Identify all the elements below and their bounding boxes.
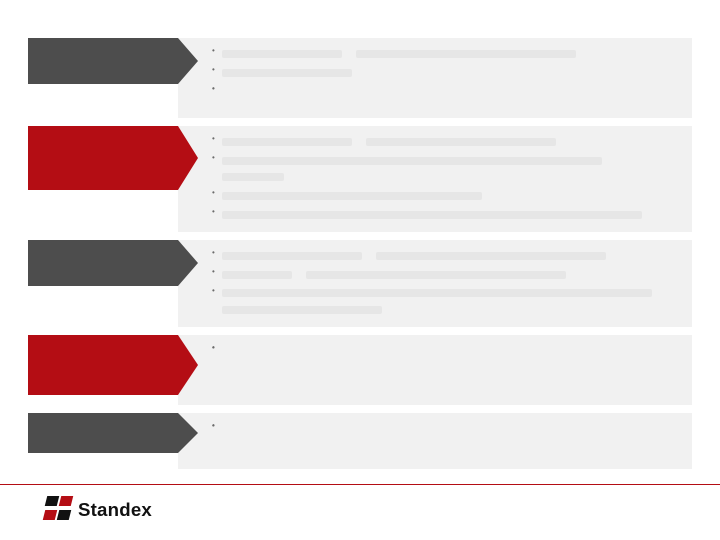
arrow-label [28,126,178,190]
standex-logo-text: Standex [78,499,152,521]
placeholder-text [222,211,642,219]
logo-block [57,510,71,520]
footer: Standex [0,484,720,540]
placeholder-text [222,252,362,260]
arrow-cell [28,413,178,469]
slide: Standex [0,0,720,540]
content-cell [178,126,692,232]
placeholder-text [222,306,382,314]
placeholder-text [222,50,342,58]
diagram-row [28,38,692,118]
list-item [212,267,678,284]
content-cell [178,240,692,327]
arrow-label [28,240,178,286]
placeholder-text [222,138,352,146]
logo-block [45,496,59,506]
arrow-label [28,38,178,84]
list-item [212,46,678,63]
placeholder-text [222,173,284,181]
arrow-cell [28,240,178,327]
arrow-cell [28,38,178,118]
diagram-row [28,240,692,327]
content-cell [178,38,692,118]
placeholder-text [222,69,352,77]
placeholder-text [306,271,566,279]
list-item [212,286,678,320]
bullet-list [212,46,678,82]
content-cell [178,413,692,469]
content-cell [178,335,692,405]
footer-rule [0,484,720,485]
arrow-cell [28,335,178,405]
diagram-row [28,335,692,405]
standex-logo-mark [44,496,72,524]
list-item [212,134,678,151]
placeholder-text [356,50,576,58]
placeholder-text [376,252,606,260]
arrow-cell [28,126,178,232]
diagram-rows [28,38,692,477]
placeholder-text [222,157,602,165]
diagram-row [28,413,692,469]
logo-block [43,510,57,520]
arrow-label [28,335,178,395]
bullet-list [212,248,678,319]
list-item [212,153,678,187]
list-item [212,248,678,265]
placeholder-text [366,138,556,146]
placeholder-text [222,271,292,279]
list-item [212,65,678,82]
diagram-row [28,126,692,232]
bullet-list [212,134,678,224]
list-item [212,207,678,224]
list-item [212,188,678,205]
arrow-label [28,413,178,453]
placeholder-text [222,192,482,200]
placeholder-text [222,289,652,297]
standex-logo: Standex [44,496,152,524]
logo-block [59,496,73,506]
